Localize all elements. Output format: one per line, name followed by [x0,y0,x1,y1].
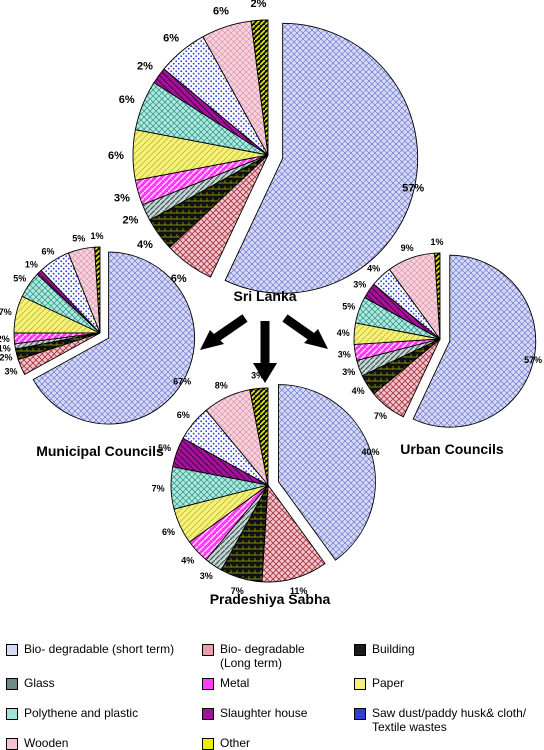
data-label-municipal-councils-bio-long: 3% [4,367,17,377]
pie-slice-pradeshiya-sabha-bio-long [261,483,326,583]
data-label-sri-lanka-wooden: 6% [213,5,229,17]
data-label-urban-councils-paper: 4% [337,328,350,338]
data-label-urban-councils-sawdust: 4% [367,263,380,273]
pie-slice-municipal-councils-bio-short [32,251,195,425]
legend-label: Wooden [24,736,69,750]
data-label-urban-councils-bio-short: 57% [524,355,542,365]
arrows [200,314,328,383]
data-label-pradeshiya-sabha-slaughter: 5% [158,443,171,453]
legend-item-bio-long: Bio- degradable (Long term) [202,642,305,670]
legend-item-slaughter: Slaughter house [202,706,307,720]
legend-item-bio-short: Bio- degradable (short term) [6,642,174,656]
legend-label: Bio- degradable (short term) [24,642,175,656]
data-label-sri-lanka-polythene: 6% [119,94,135,106]
arrow-to-urban [282,314,315,341]
legend-item-metal: Metal [202,676,249,690]
legend-swatch-metal [202,678,214,690]
legend-label: Building [372,642,415,656]
data-label-sri-lanka-other: 2% [251,0,267,10]
chart-title-urban-councils: Urban Councils [400,441,504,457]
pie-slice-pradeshiya-sabha-bio-short [278,384,376,561]
data-label-pradeshiya-sabha-metal: 4% [181,556,194,566]
legend-item-wooden: Wooden [6,736,68,750]
legend-item-building: Building [354,642,415,656]
data-label-urban-councils-other: 1% [430,237,443,247]
legend-label: Saw dust/paddy husk& cloth/ Textile wast… [372,706,527,734]
data-label-municipal-councils-bio-short: 67% [173,377,191,387]
data-label-pradeshiya-sabha-wooden: 8% [215,381,228,391]
legend-label: Other [220,736,251,750]
data-label-pradeshiya-sabha-building: 7% [231,586,244,596]
pie-slice-municipal-councils-other [94,246,101,334]
arrow-to-pradeshiya-head [253,363,277,383]
legend-swatch-other [202,738,214,750]
legend-item-other: Other [202,736,250,750]
pie-slice-sri-lanka-bio-short [224,22,419,294]
data-label-sri-lanka-metal: 3% [114,192,130,204]
data-label-urban-councils-building: 4% [352,386,365,396]
arrow-to-municipal [213,314,248,342]
pie-slice-urban-councils-bio-short [412,254,537,428]
data-label-pradeshiya-sabha-other: 3% [251,371,264,381]
legend-item-polythene: Polythene and plastic [6,706,138,720]
data-label-municipal-councils-wooden: 5% [72,234,85,244]
legend-swatch-slaughter [202,708,214,720]
pie-charts-group: 57%6%4%2%3%6%6%2%6%6%2%67%3%2%1%2%7%5%1%… [0,0,542,596]
legend-label: Polythene and plastic [24,706,139,720]
data-label-urban-councils-wooden: 9% [401,243,414,253]
arrow-to-urban-head [304,329,328,349]
data-label-pradeshiya-sabha-glass: 3% [200,571,213,581]
legend-swatch-glass [6,678,18,690]
data-label-municipal-councils-metal: 2% [0,334,10,344]
legend-swatch-bio-short [6,644,18,656]
legend-swatch-sawdust [354,708,366,720]
data-label-sri-lanka-paper: 6% [108,150,124,162]
data-label-pradeshiya-sabha-paper: 6% [162,527,175,537]
legend-label: Slaughter house [220,706,308,720]
data-label-municipal-councils-other: 1% [90,231,103,241]
data-label-urban-councils-bio-long: 7% [374,411,387,421]
data-label-pradeshiya-sabha-bio-short: 40% [361,447,379,457]
data-label-municipal-councils-polythene: 5% [13,274,26,284]
legend: Bio- degradable (short term) Bio- degrad… [0,636,544,750]
legend-swatch-paper [354,678,366,690]
legend-label: Paper [372,676,405,690]
data-label-pradeshiya-sabha-bio-long: 11% [290,586,308,596]
data-label-municipal-councils-paper: 7% [0,307,12,317]
data-label-urban-councils-slaughter: 3% [353,280,366,290]
pie-slice-sri-lanka-other [250,19,269,156]
legend-swatch-wooden [6,738,18,750]
data-label-municipal-councils-glass: 1% [0,343,11,353]
legend-swatch-polythene [6,708,18,720]
data-label-municipal-councils-slaughter: 1% [25,260,38,270]
legend-swatch-building [354,644,366,656]
chart-title-municipal-councils: Municipal Councils [36,443,164,459]
data-label-sri-lanka-slaughter: 2% [137,61,153,73]
legend-item-paper: Paper [354,676,404,690]
data-label-sri-lanka-sawdust: 6% [163,33,179,45]
data-label-municipal-councils-building: 2% [0,352,13,362]
legend-swatch-bio-long [202,644,214,656]
pie-slice-pradeshiya-sabha-other [249,387,269,486]
legend-label: Bio- degradable (Long term) [220,642,305,670]
data-label-sri-lanka-bio-long: 6% [171,273,187,285]
data-label-pradeshiya-sabha-polythene: 7% [152,484,165,494]
chart-title-sri-lanka: Sri Lanka [233,288,296,304]
data-label-sri-lanka-bio-short: 57% [402,182,424,194]
pie-slice-urban-councils-other [434,252,441,340]
legend-label: Glass [24,676,55,690]
data-label-urban-councils-metal: 3% [338,349,351,359]
data-label-municipal-councils-sawdust: 6% [41,246,54,256]
legend-item-sawdust: Saw dust/paddy husk& cloth/ Textile wast… [354,706,526,734]
data-label-sri-lanka-glass: 2% [123,215,139,227]
legend-item-glass: Glass [6,676,55,690]
data-label-urban-councils-glass: 3% [342,367,355,377]
data-label-sri-lanka-building: 4% [137,239,153,251]
legend-label: Metal [220,676,250,690]
arrow-to-municipal-head [200,330,224,350]
data-label-urban-councils-polythene: 5% [342,301,355,311]
data-label-pradeshiya-sabha-sawdust: 6% [177,410,190,420]
chart-title-pradeshiya-sabha: Pradeshiya Sabha [210,591,331,607]
